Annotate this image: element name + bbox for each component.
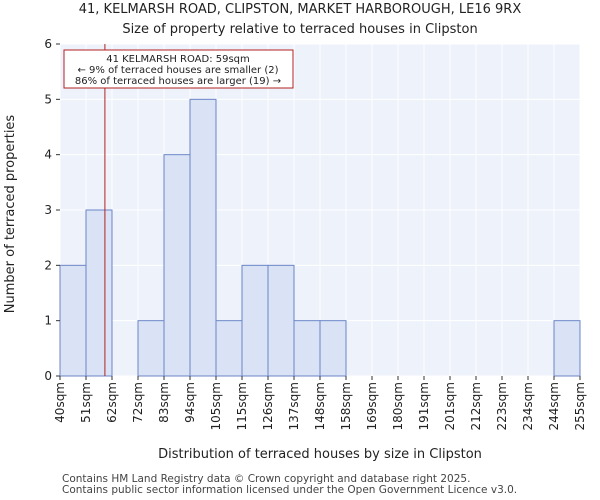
bars xyxy=(59,98,581,377)
x-tick-label: 158sqm xyxy=(339,382,353,430)
x-tick-label: 148sqm xyxy=(313,382,327,430)
x-tick-label: 137sqm xyxy=(287,382,301,430)
annotation-line-3: 86% of terraced houses are larger (19) → xyxy=(75,76,281,87)
histogram-bar xyxy=(163,154,191,377)
y-tick-label: 6 xyxy=(44,37,52,51)
histogram-bar xyxy=(59,264,87,377)
x-tick-label: 94sqm xyxy=(183,382,197,423)
y-axis-ticks: 0 1 2 3 4 5 6 xyxy=(44,37,60,383)
histogram-bar xyxy=(85,209,113,377)
y-tick-label: 4 xyxy=(44,148,52,162)
histogram-bar xyxy=(267,264,295,377)
x-tick-label: 201sqm xyxy=(443,382,457,430)
x-tick-label: 83sqm xyxy=(157,382,171,423)
histogram-bar xyxy=(137,320,165,377)
footer-copyright: Contains HM Land Registry data © Crown c… xyxy=(62,473,471,485)
histogram-bar xyxy=(241,264,269,377)
x-tick-label: 72sqm xyxy=(131,382,145,423)
x-tick-label: 191sqm xyxy=(417,382,431,430)
histogram-bar xyxy=(189,98,217,377)
histogram-bar xyxy=(553,320,581,377)
x-axis-label: Distribution of terraced houses by size … xyxy=(158,447,482,462)
x-tick-label: 105sqm xyxy=(209,382,223,430)
y-tick-label: 2 xyxy=(44,258,52,272)
x-tick-label: 115sqm xyxy=(235,382,249,430)
x-tick-label: 40sqm xyxy=(53,382,67,423)
annotation-line-2: ← 9% of terraced houses are smaller (2) xyxy=(78,65,279,76)
footer-licence: Contains public sector information licen… xyxy=(62,484,518,496)
y-tick-label: 3 xyxy=(44,203,52,217)
chart-subtitle: Size of property relative to terraced ho… xyxy=(122,22,477,37)
annotation-box: 41 KELMARSH ROAD: 59sqm ← 9% of terraced… xyxy=(63,49,294,89)
chart-title: 41, KELMARSH ROAD, CLIPSTON, MARKET HARB… xyxy=(79,2,522,17)
x-tick-label: 169sqm xyxy=(365,382,379,430)
x-tick-label: 212sqm xyxy=(469,382,483,430)
histogram-bar xyxy=(293,320,321,377)
x-tick-label: 244sqm xyxy=(547,382,561,430)
y-axis-label: Number of terraced properties xyxy=(3,115,18,314)
y-tick-label: 5 xyxy=(44,92,52,106)
x-tick-label: 62sqm xyxy=(105,382,119,423)
histogram-bar xyxy=(215,320,243,377)
x-tick-label: 234sqm xyxy=(521,382,535,430)
y-tick-label: 1 xyxy=(44,314,52,328)
annotation-frame xyxy=(63,49,294,89)
x-tick-label: 51sqm xyxy=(79,382,93,423)
x-tick-label: 255sqm xyxy=(573,382,587,430)
x-tick-label: 180sqm xyxy=(391,382,405,430)
y-tick-label: 0 xyxy=(44,369,52,383)
histogram-bar xyxy=(319,320,347,377)
annotation-line-1: 41 KELMARSH ROAD: 59sqm xyxy=(106,54,250,65)
x-tick-label: 126sqm xyxy=(261,382,275,430)
x-axis-ticks: 40sqm 51sqm 62sqm 72sqm 83sqm 94sqm 105sqm 115s… xyxy=(53,376,587,430)
x-tick-label: 223sqm xyxy=(495,382,509,430)
